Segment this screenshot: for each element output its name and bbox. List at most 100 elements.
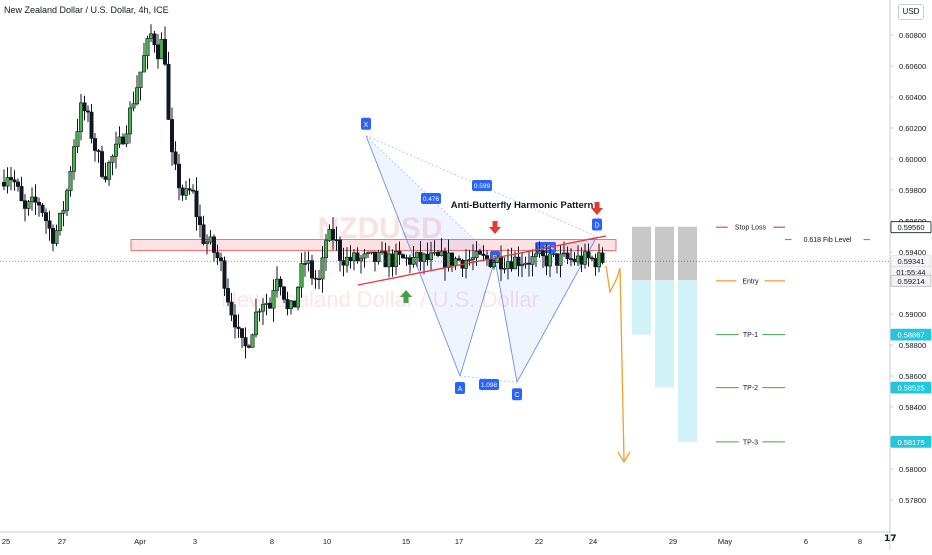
candle-body-20: [72, 146, 77, 172]
reward-box-3: [678, 280, 697, 442]
candle-body-57: [201, 224, 206, 244]
y-tick-label-3: 0.58400: [899, 403, 926, 412]
currency-button[interactable]: USD: [898, 4, 924, 20]
candle-body-36: [128, 107, 133, 135]
candle-body-111: [390, 253, 395, 267]
candle-body-5: [19, 186, 24, 201]
candle-body-127: [446, 252, 451, 268]
y-tick-label-12: 0.60400: [899, 93, 926, 102]
candle-body-16: [57, 213, 62, 231]
candle-body-101: [355, 252, 360, 262]
candle-body-110: [386, 253, 391, 268]
candle-body-40: [142, 55, 147, 73]
candle-body-168: [589, 257, 594, 260]
candle-body-15: [54, 230, 59, 244]
x-tick-label-8: 22: [535, 537, 543, 546]
candle-body-77: [271, 290, 276, 309]
risk-box-2: [655, 226, 674, 281]
candle-body-32: [114, 143, 119, 157]
level-label-3: TP-1: [743, 332, 758, 339]
risk-box-3: [678, 226, 697, 281]
candle-body-95: [334, 239, 339, 242]
candle-body-147: [516, 256, 521, 267]
candle-body-163: [572, 258, 577, 263]
candle-body-152: [533, 253, 538, 257]
y-tick-label-13: 0.60600: [899, 62, 926, 71]
candle-body-109: [383, 251, 388, 268]
candle-body-160: [561, 252, 566, 255]
candle-body-53: [187, 188, 192, 191]
candle-body-83: [292, 300, 297, 308]
candle-body-151: [530, 256, 535, 265]
level-label-2: Entry: [742, 278, 759, 285]
candle-body-107: [376, 252, 381, 262]
x-tick-label-12: 6: [804, 537, 808, 546]
candle-body-123: [432, 251, 437, 254]
candle-body-112: [393, 250, 398, 267]
x-tick-label-7: 17: [455, 537, 463, 546]
candle-body-9: [33, 196, 38, 203]
candle-body-14: [50, 228, 55, 244]
candle-body-52: [184, 188, 189, 196]
sell-arrow-1-stem: [492, 221, 498, 227]
pattern-title: Anti-Butterfly Harmonic Pattern: [451, 200, 594, 211]
pattern-ratio-label-0: 0.476: [423, 196, 440, 203]
candle-body-140: [491, 262, 496, 268]
x-tick-label-10: 29: [669, 537, 677, 546]
pattern-point-X-label: X: [364, 122, 369, 129]
candle-body-67: [236, 326, 241, 329]
candle-body-75: [264, 302, 269, 305]
candle-body-50: [177, 163, 182, 189]
resistance-zone: [130, 239, 617, 251]
pattern-ratio-box-0: [421, 193, 441, 204]
price-label-box-3: [890, 274, 932, 287]
level-label-1: 0.618 Fib Level: [804, 237, 852, 244]
candle-body-29: [103, 176, 108, 180]
candle-body-136: [477, 250, 482, 255]
x-tick-label-1: 27: [58, 537, 66, 546]
candle-body-21: [75, 131, 80, 147]
candle-body-171: [600, 252, 605, 263]
candle-body-146: [512, 256, 517, 270]
pattern-ratio-box-1: [472, 180, 492, 191]
candle-body-55: [194, 190, 199, 218]
candle-body-27: [96, 150, 101, 152]
candle-body-104: [365, 252, 370, 255]
pattern-point-D-label: D: [594, 223, 599, 230]
pattern-ratio-box-2: [479, 379, 499, 390]
candle-body-158: [554, 253, 559, 266]
y-tick-label-0: 0.57800: [899, 496, 926, 505]
candle-body-99: [348, 256, 353, 262]
candle-body-1: [5, 177, 10, 187]
candle-body-41: [145, 38, 150, 57]
candle-body-80: [281, 286, 286, 300]
pattern-point-X-marker: [361, 117, 371, 130]
y-tick-label-11: 0.60200: [899, 124, 926, 133]
sell-arrow-2-head: [591, 208, 603, 215]
candle-body-130: [456, 258, 461, 261]
price-label-3: 0.59214: [897, 277, 924, 286]
candle-body-143: [502, 267, 507, 270]
reward-box-2: [655, 280, 674, 388]
candle-body-135: [474, 250, 479, 258]
price-label-5: 0.58525: [897, 384, 924, 393]
candle-body-76: [267, 302, 272, 309]
price-label-0: 0.59560: [897, 223, 924, 232]
chart-title: New Zealand Dollar / U.S. Dollar, 4h, IC…: [4, 5, 169, 15]
candle-body-3: [12, 179, 17, 183]
tradingview-logo-icon: 17: [884, 534, 897, 544]
candle-body-161: [565, 252, 570, 259]
candle-body-126: [442, 251, 447, 268]
projection-arrow-head: [617, 451, 631, 464]
candle-body-100: [351, 252, 356, 262]
sell-arrow-2-stem: [594, 202, 600, 208]
price-label-box-6: [890, 435, 932, 448]
candle-body-89: [313, 277, 318, 280]
candle-body-11: [40, 204, 45, 213]
candle-body-102: [358, 257, 363, 262]
candle-body-90: [316, 278, 321, 281]
candle-body-0: [1, 181, 7, 187]
candle-body-103: [362, 253, 367, 259]
